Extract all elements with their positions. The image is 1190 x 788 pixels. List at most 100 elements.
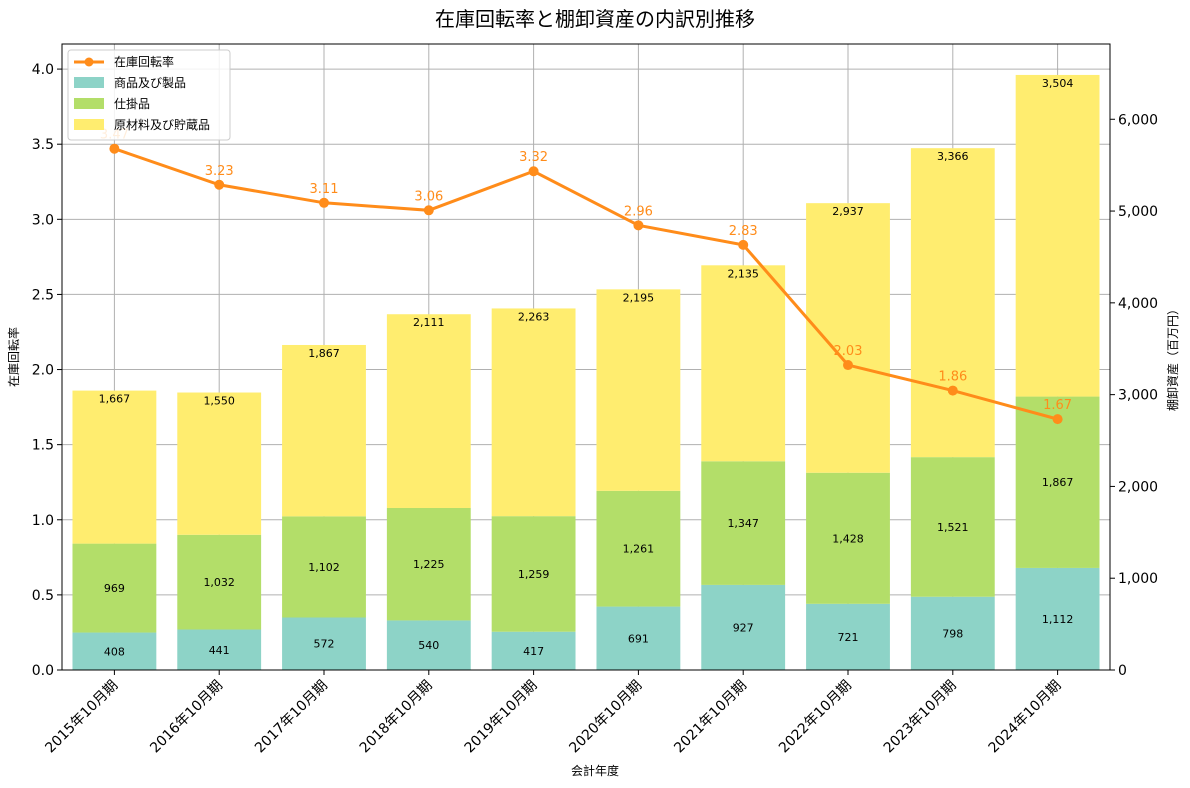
x-tick-label: 2015年10月期	[42, 678, 121, 757]
legend-box	[67, 49, 231, 141]
bar-segment	[806, 203, 890, 473]
bar-value-label: 1,667	[99, 393, 131, 406]
plot-frame	[61, 43, 1111, 671]
bar-value-label: 2,937	[832, 205, 864, 218]
y-left-tick-label: 1.0	[32, 513, 54, 529]
x-tick-label: 2024年10月期	[986, 678, 1065, 757]
bar-value-label: 1,259	[518, 568, 550, 581]
line-path	[113, 147, 1058, 421]
bar-segment	[72, 632, 157, 670]
line-value-label: 2.96	[624, 204, 653, 219]
bar-value-label: 441	[209, 644, 230, 657]
bar-segment	[177, 534, 262, 630]
bar-value-label: 1,261	[623, 543, 655, 556]
bar-value-label: 2,111	[413, 316, 445, 329]
y-right-tick-label: 2,000	[1118, 479, 1158, 495]
bar-segment	[177, 392, 262, 535]
line-value-label: 2.03	[834, 344, 863, 359]
bar-value-label: 1,521	[937, 521, 969, 534]
bar-segment	[701, 584, 786, 670]
bar-value-label: 969	[104, 582, 125, 595]
line-value-label: 1.86	[938, 370, 967, 385]
bar-value-label: 1,867	[1042, 476, 1074, 489]
line-point	[423, 205, 434, 216]
y-left-tick-label: 2.0	[32, 363, 54, 379]
x-tick-label: 2021年10月期	[671, 678, 750, 757]
bar-segment	[806, 603, 890, 670]
line-value-label: 3.32	[519, 150, 548, 165]
bar-segment	[386, 507, 471, 621]
y-axis-left-label: 在庫回転率	[6, 327, 21, 387]
line-point	[738, 239, 749, 250]
legend-label: 在庫回転率	[114, 54, 174, 69]
x-tick-label: 2016年10月期	[147, 678, 226, 757]
bar-value-label: 1,867	[308, 347, 340, 360]
bar-segment	[491, 308, 576, 517]
left-axis: 0.0 0.5 1.0 1.5 2.0 2.5 3.0 3.5 4.0	[32, 62, 62, 679]
bar-segment	[491, 516, 576, 632]
bar-segment	[910, 148, 995, 458]
y-right-tick-label: 4,000	[1118, 296, 1158, 312]
bar-value-label: 540	[418, 639, 439, 652]
bar-segment	[1015, 396, 1100, 568]
y-left-tick-label: 0.5	[32, 588, 54, 604]
bar-value-label: 798	[942, 627, 963, 640]
y-left-tick-label: 4.0	[32, 62, 54, 78]
x-tick-label: 2022年10月期	[776, 678, 855, 757]
bar-value-label: 1,112	[1042, 613, 1074, 626]
bar-segment	[72, 390, 157, 544]
bar-segment	[72, 543, 157, 633]
bar-value-label: 1,225	[413, 558, 445, 571]
bar-segment	[596, 490, 681, 607]
bar-value-label: 417	[523, 645, 544, 658]
bar-value-label: 2,195	[623, 291, 655, 304]
bar-labels: 408 441 572 540 417 691 927 721 798 1,112 969 1,032…	[99, 77, 1074, 658]
x-tick-label: 2023年10月期	[881, 678, 960, 757]
line-point	[214, 179, 225, 190]
bar-value-label: 3,366	[937, 150, 969, 163]
bar-value-label: 408	[104, 645, 125, 658]
line-point	[109, 143, 120, 154]
x-tick-label: 2017年10月期	[252, 678, 331, 757]
bars	[72, 74, 1100, 670]
bar-segment	[910, 596, 995, 670]
x-axis-label: 会計年度	[571, 763, 619, 778]
bar-segment	[596, 606, 681, 670]
y-left-tick-label: 3.5	[32, 137, 54, 153]
bar-segment	[386, 314, 471, 508]
bar-value-label: 3,504	[1042, 77, 1074, 90]
legend-swatch	[74, 98, 104, 109]
y-right-tick-label: 1,000	[1118, 571, 1158, 587]
line-value-label: 3.06	[414, 189, 443, 204]
bar-value-label: 721	[838, 631, 859, 644]
line-point	[947, 385, 958, 396]
bar-segment	[282, 617, 366, 670]
x-tick-label: 2020年10月期	[566, 678, 645, 757]
bar-value-label: 2,263	[518, 310, 550, 323]
bar-value-label: 572	[314, 638, 335, 651]
line-value-label: 3.11	[310, 182, 339, 197]
legend-swatch	[74, 77, 104, 88]
legend-label: 商品及び製品	[114, 75, 186, 90]
bar-segment	[282, 516, 366, 618]
bar-value-label: 1,428	[832, 532, 864, 545]
line-point	[843, 360, 853, 371]
bar-segment	[701, 461, 786, 585]
y-right-tick-label: 6,000	[1118, 112, 1158, 128]
y-right-tick-label: 0	[1118, 663, 1127, 679]
line-point	[528, 166, 539, 177]
bar-segment	[910, 457, 995, 597]
y-axis-right-label: 棚卸資産（百万円）	[1165, 303, 1180, 411]
y-left-tick-label: 2.5	[32, 287, 54, 303]
y-left-tick-label: 3.0	[32, 212, 54, 228]
line-point	[319, 197, 329, 208]
bar-value-label: 2,135	[727, 267, 759, 280]
y-right-tick-label: 5,000	[1118, 204, 1158, 220]
bar-segment	[596, 289, 681, 491]
bar-value-label: 927	[733, 621, 754, 634]
bar-value-label: 1,550	[203, 395, 235, 408]
bar-value-label: 1,032	[203, 576, 235, 589]
line-value-label: 3.23	[205, 164, 234, 179]
line-point	[1052, 414, 1063, 425]
